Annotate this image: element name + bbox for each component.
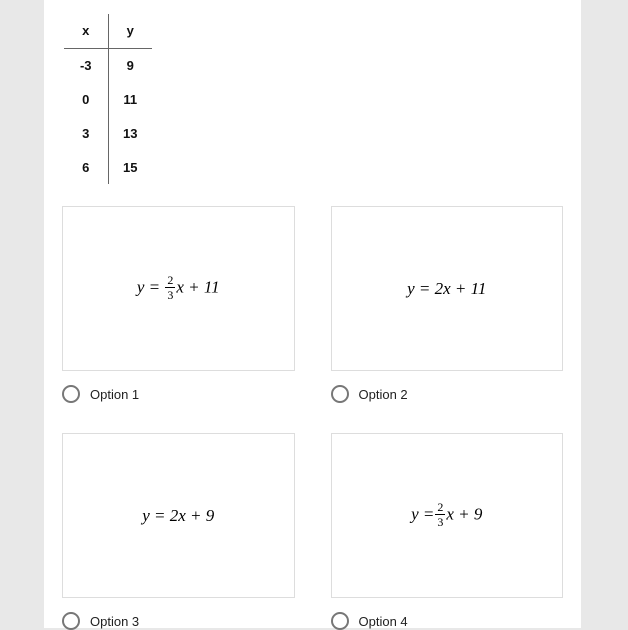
table-row: -3 9 [64,48,152,82]
radio-icon[interactable] [62,612,80,630]
table-row: 3 13 [64,116,152,150]
radio-icon[interactable] [62,385,80,403]
fraction: 23 [165,274,175,301]
equation: y =23x + 9 [411,502,482,529]
eq-prefix: y = 2x + 11 [407,279,486,298]
fraction: 23 [435,501,445,528]
option-label-row[interactable]: Option 3 [62,612,295,630]
option-box[interactable]: y = 2x + 9 [62,433,295,598]
fraction-num: 2 [435,501,445,515]
option-label: Option 4 [359,614,408,629]
option-label: Option 1 [90,387,139,402]
xy-table: x y -3 9 0 11 3 13 6 15 [64,14,152,184]
fraction-num: 2 [165,274,175,288]
option-label: Option 3 [90,614,139,629]
equation: y = 2x + 11 [407,279,486,299]
option-box[interactable]: y = 2x + 11 [331,206,564,371]
option-2: y = 2x + 11 Option 2 [331,206,564,403]
table-header-row: x y [64,14,152,48]
equation: y = 2x + 9 [142,506,214,526]
option-1: y = 23x + 11 Option 1 [62,206,295,403]
eq-suffix: x + 11 [176,277,219,296]
table-row: 6 15 [64,150,152,184]
fraction-den: 3 [435,515,445,528]
cell-y: 13 [108,116,152,150]
option-3: y = 2x + 9 Option 3 [62,433,295,630]
options-grid: y = 23x + 11 Option 1 y = 2x + 11 Option… [62,206,563,630]
option-box[interactable]: y = 23x + 11 [62,206,295,371]
eq-prefix: y = 2x + 9 [142,506,214,525]
option-box[interactable]: y =23x + 9 [331,433,564,598]
option-4: y =23x + 9 Option 4 [331,433,564,630]
option-label-row[interactable]: Option 2 [331,385,564,403]
col-header-y: y [108,14,152,48]
option-label-row[interactable]: Option 1 [62,385,295,403]
cell-x: 3 [64,116,108,150]
eq-suffix: x + 9 [446,504,482,523]
cell-y: 15 [108,150,152,184]
equation: y = 23x + 11 [137,275,220,302]
cell-y: 11 [108,82,152,116]
question-card: x y -3 9 0 11 3 13 6 15 [44,0,581,628]
cell-x: 0 [64,82,108,116]
col-header-x: x [64,14,108,48]
radio-icon[interactable] [331,385,349,403]
eq-prefix: y = [137,277,165,296]
cell-x: 6 [64,150,108,184]
radio-icon[interactable] [331,612,349,630]
option-label-row[interactable]: Option 4 [331,612,564,630]
fraction-den: 3 [165,288,175,301]
table-row: 0 11 [64,82,152,116]
cell-x: -3 [64,48,108,82]
option-label: Option 2 [359,387,408,402]
cell-y: 9 [108,48,152,82]
eq-prefix: y = [411,504,434,523]
